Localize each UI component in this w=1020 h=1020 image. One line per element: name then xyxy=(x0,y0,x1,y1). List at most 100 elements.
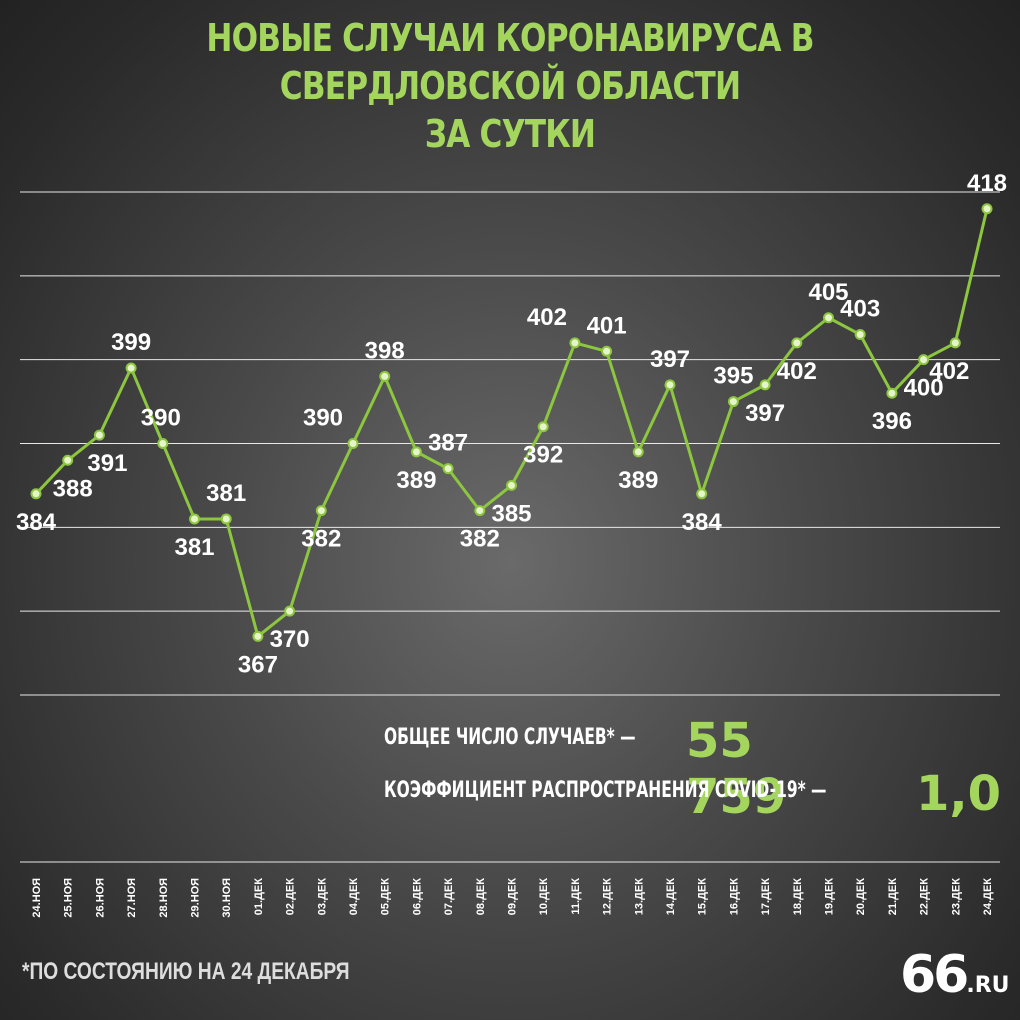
data-point xyxy=(125,362,137,374)
chart-title: НОВЫЕ СЛУЧАИ КОРОНАВИРУСА В СВЕРДЛОВСКОЙ… xyxy=(206,16,814,156)
x-tick-label: 13.ДЕК xyxy=(633,878,645,915)
data-label: 402 xyxy=(777,358,817,385)
data-label: 384 xyxy=(16,509,57,536)
x-tick-label: 24.НОЯ xyxy=(31,878,43,918)
data-point xyxy=(823,312,834,324)
data-point xyxy=(252,630,264,642)
data-point xyxy=(696,488,708,500)
x-tick-label: 15.ДЕК xyxy=(697,878,709,915)
data-point xyxy=(981,203,993,215)
data-point xyxy=(664,379,676,391)
data-point xyxy=(157,438,169,449)
r-rate-value: 1,0 xyxy=(916,766,1002,822)
data-label: 384 xyxy=(682,509,723,536)
x-tick-labels: 24.НОЯ 25.НОЯ 26.НОЯ 27.НОЯ 28.НОЯ 29.НОЯ 30.Н… xyxy=(31,878,994,918)
x-tick-label: 23.ДЕК xyxy=(950,878,962,915)
x-tick-label: 02.ДЕК xyxy=(285,878,297,915)
x-tick-label: 25.НОЯ xyxy=(63,878,75,918)
x-tick-label: 01.ДЕК xyxy=(253,878,265,915)
x-tick-label: 27.НОЯ xyxy=(126,878,138,918)
x-tick-label: 21.ДЕК xyxy=(887,878,899,915)
grid-lines xyxy=(20,191,1000,863)
data-label: 400 xyxy=(904,375,944,402)
data-label: 397 xyxy=(745,400,785,427)
r-rate-label: КОЭФФИЦИЕНТ РАСПРОСТРАНЕНИЯ COVID-19* — xyxy=(384,778,827,803)
data-label: 390 xyxy=(303,405,343,432)
x-tick-label: 26.НОЯ xyxy=(94,878,106,918)
data-label: 388 xyxy=(53,475,93,502)
footnote: *ПО СОСТОЯНИЮ НА 24 ДЕКАБРЯ xyxy=(22,958,350,985)
x-tick-label: 14.ДЕК xyxy=(665,878,677,915)
data-point xyxy=(315,505,327,517)
x-tick-label: 06.ДЕК xyxy=(411,878,423,915)
logo-main: 66 xyxy=(900,945,969,1005)
data-point xyxy=(220,513,232,525)
data-point xyxy=(442,463,454,475)
data-point xyxy=(854,329,866,341)
x-tick-label: 03.ДЕК xyxy=(316,878,328,915)
data-label: 401 xyxy=(587,312,627,339)
data-label: 405 xyxy=(808,279,848,306)
data-label: 402 xyxy=(527,304,567,331)
data-point xyxy=(791,337,803,349)
x-tick-label: 30.НОЯ xyxy=(221,878,233,918)
data-label: 381 xyxy=(174,534,214,561)
x-tick-label: 29.НОЯ xyxy=(190,878,202,918)
data-label: 418 xyxy=(967,170,1007,197)
data-point xyxy=(601,345,613,357)
x-tick-label: 10.ДЕК xyxy=(538,878,550,915)
data-point xyxy=(410,446,422,458)
data-label: 390 xyxy=(141,405,181,432)
data-point xyxy=(189,513,200,525)
data-point xyxy=(62,454,74,466)
data-point xyxy=(886,387,898,399)
data-label: 398 xyxy=(365,337,405,364)
data-label: 389 xyxy=(396,467,436,494)
data-label: 381 xyxy=(206,480,246,507)
x-tick-label: 19.ДЕК xyxy=(824,878,836,915)
data-point xyxy=(537,421,549,433)
x-tick-label: 16.ДЕК xyxy=(728,878,740,915)
data-label: 370 xyxy=(270,626,310,653)
site-logo: 66.RU xyxy=(900,945,1010,1005)
x-tick-label: 07.ДЕК xyxy=(443,878,455,915)
x-tick-label: 11.ДЕК xyxy=(570,878,582,915)
data-point xyxy=(918,354,930,366)
x-tick-label: 09.ДЕК xyxy=(507,878,519,915)
logo-suffix: .RU xyxy=(966,973,1010,998)
x-tick-label: 22.ДЕК xyxy=(919,878,931,915)
data-point xyxy=(569,337,581,349)
x-tick-label: 04.ДЕК xyxy=(348,878,360,915)
data-label: 367 xyxy=(238,651,278,678)
data-point xyxy=(30,488,42,500)
total-cases-label: ОБЩЕЕ ЧИСЛО СЛУЧАЕВ* — xyxy=(384,725,636,750)
data-point xyxy=(474,505,486,517)
x-tick-label: 08.ДЕК xyxy=(475,878,487,915)
data-point xyxy=(284,605,296,617)
total-cases-row: ОБЩЕЕ ЧИСЛО СЛУЧАЕВ* — 55 759 xyxy=(384,713,786,825)
data-point xyxy=(93,429,105,441)
data-point xyxy=(632,446,644,458)
x-tick-label: 28.НОЯ xyxy=(158,878,170,918)
data-label: 396 xyxy=(872,408,912,435)
data-points xyxy=(30,203,993,642)
data-label: 395 xyxy=(713,363,753,390)
x-tick-label: 05.ДЕК xyxy=(380,878,392,915)
data-label: 391 xyxy=(87,450,127,477)
data-label: 389 xyxy=(618,467,658,494)
data-point xyxy=(759,379,771,391)
data-point xyxy=(949,337,961,349)
data-point xyxy=(727,396,739,408)
data-point xyxy=(347,438,359,449)
data-label: 403 xyxy=(840,296,880,323)
x-tick-label: 17.ДЕК xyxy=(760,878,772,915)
x-tick-label: 18.ДЕК xyxy=(792,878,804,915)
x-tick-label: 12.ДЕК xyxy=(602,878,614,915)
data-label: 402 xyxy=(929,358,969,385)
data-label: 382 xyxy=(301,526,341,553)
data-point xyxy=(506,479,517,491)
data-label: 387 xyxy=(428,430,468,457)
r-rate-row: КОЭФФИЦИЕНТ РАСПРОСТРАНЕНИЯ COVID-19* — … xyxy=(384,766,1001,822)
